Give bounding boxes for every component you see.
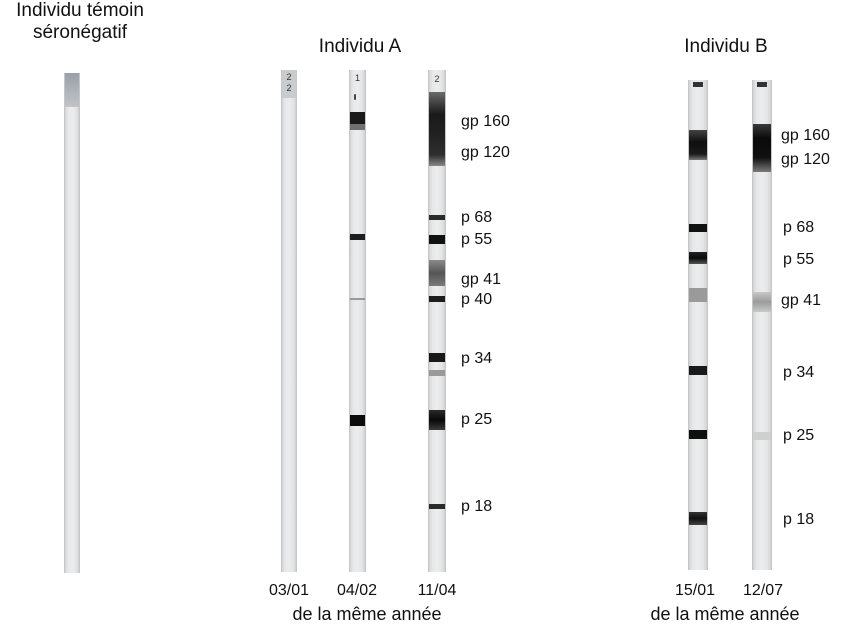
strip-a-0402: 1 <box>349 70 366 572</box>
control-title-line2: séronégatif <box>32 22 127 43</box>
control-strip <box>64 73 80 573</box>
individual-b-title: Individu B <box>684 36 768 57</box>
band-a3-gp41 <box>429 260 445 286</box>
strip-a1-mark-2: 2 <box>286 83 292 93</box>
label-a-gp41: gp 41 <box>461 271 502 288</box>
label-b-p18: p 18 <box>783 511 815 528</box>
strip-a2-mark: 1 <box>354 73 360 83</box>
control-title: Individu témoin séronégatif <box>0 0 160 44</box>
band-a3-p55 <box>429 235 445 244</box>
label-b-p34: p 34 <box>783 364 815 381</box>
band-b1-gp160 <box>689 130 707 160</box>
label-b-gp41: gp 41 <box>781 292 822 309</box>
label-a-gp160: gp 160 <box>461 113 510 130</box>
label-b-gp160: gp 160 <box>781 127 830 144</box>
band-a2-gp120 <box>350 124 365 130</box>
label-a-p34: p 34 <box>461 350 493 367</box>
band-a2-p55 <box>350 234 365 240</box>
band-a2-p25 <box>350 415 365 426</box>
label-b-gp120: gp 120 <box>781 151 830 168</box>
label-b-p25: p 25 <box>783 427 815 444</box>
band-a2-p40 <box>350 298 365 300</box>
control-title-line1: Individu témoin <box>16 0 144 21</box>
band-b1-gp41 <box>689 288 707 302</box>
band-b1-p68 <box>689 224 707 232</box>
band-a3-faint <box>429 370 445 376</box>
date-a-0402: 04/02 <box>336 582 378 599</box>
band-b1-p25 <box>689 430 707 439</box>
band-a3-p25 <box>429 410 445 430</box>
label-a-p68: p 68 <box>461 209 493 226</box>
band-a3-p18 <box>429 504 445 509</box>
label-a-p18: p 18 <box>461 498 493 515</box>
strip-a-1104: 2 <box>428 70 446 572</box>
band-a2-gp160 <box>350 112 365 124</box>
band-b2-p25 <box>753 432 771 440</box>
band-a3-gp160-gp120 <box>429 92 445 166</box>
date-a-0301: 03/01 <box>268 582 310 599</box>
band-b2-top <box>757 82 767 87</box>
date-a-1104: 11/04 <box>417 582 457 599</box>
label-a-p55: p 55 <box>461 231 493 248</box>
band-a3-p34 <box>429 353 445 362</box>
band-b1-p55 <box>689 252 707 264</box>
band-a3-p40 <box>429 296 445 302</box>
label-b-p55: p 55 <box>783 251 815 268</box>
date-b-1501: 15/01 <box>674 582 716 599</box>
strip-a1-mark-1: 2 <box>286 72 292 82</box>
caption-a: de la même année <box>292 604 442 624</box>
band-b1-p18 <box>689 512 707 525</box>
strip-a2-dot <box>354 94 356 100</box>
label-a-gp120: gp 120 <box>461 144 510 161</box>
strip-a-0301: 2 2 <box>281 70 297 572</box>
band-b1-p34 <box>689 366 707 375</box>
strip-a1-header <box>282 70 296 98</box>
band-b2-gp160-gp120 <box>753 124 771 172</box>
strip-b-1207 <box>752 80 772 570</box>
strip-a3-mark: 2 <box>434 74 440 84</box>
individual-a-title: Individu A <box>318 36 402 57</box>
band-b2-gp41 <box>753 292 771 312</box>
label-a-p40: p 40 <box>461 291 493 308</box>
label-b-p68: p 68 <box>783 219 815 236</box>
strip-b-1501 <box>688 80 708 570</box>
caption-b: de la même année <box>650 604 800 624</box>
date-b-1207: 12/07 <box>742 582 784 599</box>
band-b1-top <box>693 82 703 87</box>
band-a3-p68 <box>429 215 445 220</box>
label-a-p25: p 25 <box>461 411 493 428</box>
control-strip-top <box>65 73 79 107</box>
